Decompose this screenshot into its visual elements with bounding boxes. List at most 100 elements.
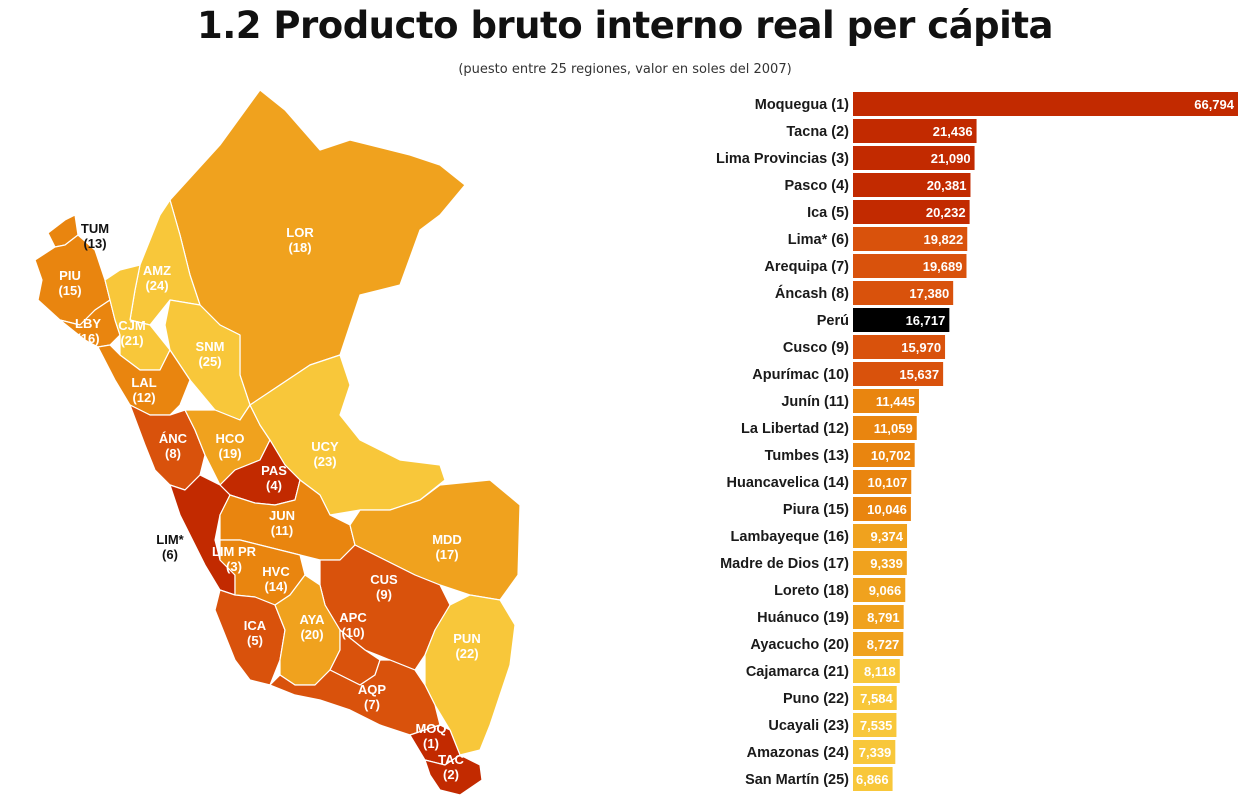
map-region-rank: (25) (198, 354, 221, 369)
bar-category-label: Piura (15) (783, 502, 849, 518)
map-region-rank: (20) (300, 627, 323, 642)
bar-category-label: Moquegua (1) (755, 97, 849, 113)
map-region-code: LAL (131, 375, 156, 390)
page-subtitle: (puesto entre 25 regiones, valor en sole… (458, 62, 792, 77)
bar (853, 659, 900, 683)
map-region-label: HCO (19) (216, 431, 245, 461)
bar (853, 767, 893, 791)
map-region-code: LOR (286, 225, 314, 240)
bar (853, 173, 971, 197)
map-region-label: PIU (15) (58, 268, 81, 298)
bar-category-label: Huánuco (19) (757, 610, 849, 626)
bar-value-label: 66,794 (1194, 97, 1235, 112)
bar (853, 92, 1238, 116)
map-region-rank: (22) (455, 646, 478, 661)
map-region-rank: (8) (165, 446, 181, 461)
map-region-cjm (104, 264, 171, 371)
map-region-label: ÁNC (8) (159, 431, 188, 461)
bar-value-label: 9,339 (870, 556, 903, 571)
map-region-code: TAC (438, 752, 464, 767)
map-region-label: APC (10) (339, 610, 367, 640)
map-region-label: PAS (4) (261, 463, 287, 493)
bar-category-label: Apurímac (10) (752, 367, 849, 383)
map-region-label: HVC (14) (262, 564, 290, 594)
bar-category-label: Loreto (18) (774, 583, 849, 599)
map-region-rank: (13) (83, 236, 106, 251)
bar-value-label: 9,374 (870, 529, 903, 544)
bar (853, 200, 970, 224)
bar-value-label: 9,066 (869, 583, 902, 598)
map-region-label: LIM PR (3) (212, 544, 257, 574)
bar (853, 497, 911, 521)
bar-category-label: Amazonas (24) (747, 745, 850, 761)
map-region-code: CUS (370, 572, 398, 587)
map-region-rank: (21) (120, 333, 143, 348)
bar-value-label: 20,232 (926, 205, 966, 220)
map-region-rank: (7) (364, 697, 380, 712)
bar-category-label: La Libertad (12) (741, 421, 849, 437)
map-region-label: CJM (21) (118, 318, 145, 348)
map-region-label: AYA (20) (299, 612, 325, 642)
map-region-label: PUN (22) (453, 631, 480, 661)
bar-value-label: 7,535 (860, 718, 893, 733)
bar-category-label: Tacna (2) (786, 124, 849, 140)
map-region-label: LAL (12) (131, 375, 156, 405)
bar-category-label: Ucayali (23) (768, 718, 849, 734)
bar-value-label: 8,791 (867, 610, 900, 625)
map-region-label: UCY (23) (311, 439, 339, 469)
map-region-anc (129, 404, 206, 491)
map-region-label: ICA (5) (244, 618, 267, 648)
bar-category-label: Tumbes (13) (765, 448, 850, 464)
bar-category-label: Cusco (9) (783, 340, 849, 356)
bar-category-label: Junín (11) (781, 394, 849, 410)
map-region-label: SNM (25) (196, 339, 225, 369)
bar (853, 551, 907, 575)
bar-value-label: 7,339 (859, 745, 892, 760)
bar (853, 416, 917, 440)
map-region-label: LIM* (6) (156, 532, 184, 562)
bar-category-label: Pasco (4) (785, 178, 850, 194)
bar-value-label: 17,380 (909, 286, 949, 301)
bar-value-label: 6,866 (856, 772, 889, 787)
bar (853, 632, 904, 656)
map-region-rank: (18) (288, 240, 311, 255)
map-region-code: HCO (216, 431, 245, 446)
map-region-code: ICA (244, 618, 267, 633)
map-region-pun (424, 594, 516, 756)
map-region-code: JUN (269, 508, 295, 523)
map-region-code: HVC (262, 564, 290, 579)
map-region-code: MDD (432, 532, 462, 547)
map-region-label: TUM (13) (81, 221, 109, 251)
map-region-label: AMZ (24) (143, 263, 171, 293)
bar-value-label: 16,717 (906, 313, 946, 328)
bar (853, 578, 906, 602)
bar (853, 686, 897, 710)
bar (853, 605, 904, 629)
map-region-rank: (10) (341, 625, 364, 640)
bar-value-label: 11,445 (876, 394, 915, 409)
map-region-code: UCY (311, 439, 339, 454)
map-region-rank: (17) (435, 547, 458, 562)
map-region-rank: (1) (423, 736, 439, 751)
map-region-rank: (3) (226, 559, 242, 574)
bar-value-label: 7,584 (860, 691, 893, 706)
bar-value-label: 21,436 (933, 124, 973, 139)
page-title: 1.2 Producto bruto interno real per cápi… (196, 4, 1054, 47)
map-region-label: LBY (16) (75, 316, 101, 346)
bar-value-label: 10,046 (867, 502, 907, 517)
bar-category-label: Lambayeque (16) (731, 529, 850, 545)
map-region-code: APC (339, 610, 367, 625)
bar-category-label: Ayacucho (20) (750, 637, 849, 653)
map-region-code: ÁNC (159, 431, 188, 446)
bar-category-label: Madre de Dios (17) (720, 556, 849, 572)
map-region-code: TUM (81, 221, 109, 236)
bar-value-label: 19,822 (923, 232, 963, 247)
bar (853, 713, 897, 737)
bar (853, 389, 919, 413)
bar-category-label: Lima* (6) (788, 232, 849, 248)
map-region-rank: (4) (266, 478, 282, 493)
map-region-label: AQP (7) (358, 682, 387, 712)
bar-category-label: San Martín (25) (745, 772, 849, 788)
map-region-rank: (9) (376, 587, 392, 602)
map-region-rank: (2) (443, 767, 459, 782)
